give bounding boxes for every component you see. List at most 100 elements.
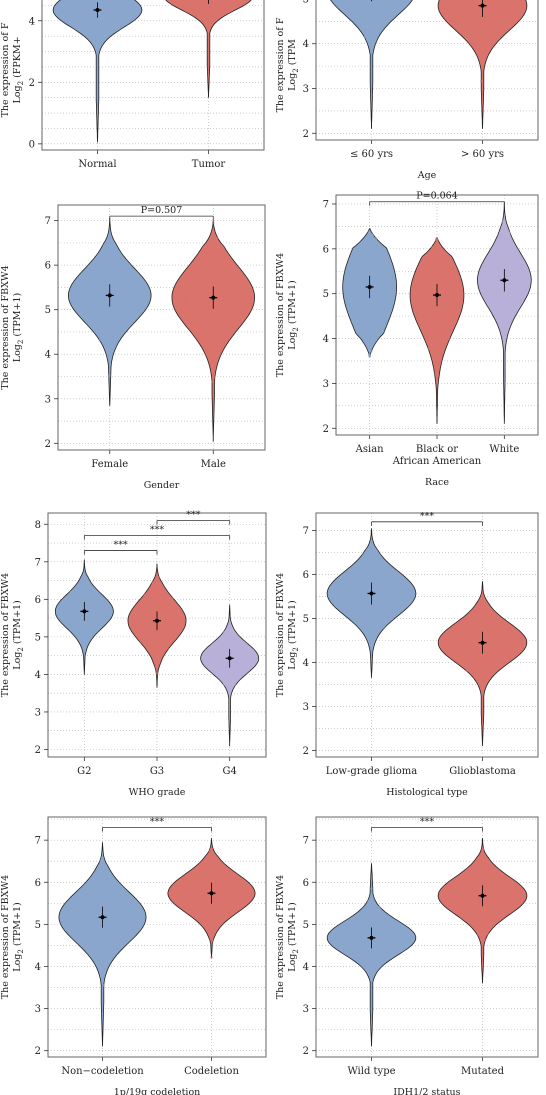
data-point xyxy=(223,308,227,312)
median-dot-0 xyxy=(369,935,374,940)
data-point xyxy=(94,942,98,946)
data-point xyxy=(94,622,98,625)
data-point xyxy=(205,927,209,930)
data-point xyxy=(119,4,123,8)
data-point xyxy=(126,912,130,916)
data-point xyxy=(363,316,367,319)
data-point xyxy=(90,605,94,609)
data-point xyxy=(138,609,142,613)
data-point xyxy=(229,636,233,640)
data-point xyxy=(72,618,76,622)
data-point xyxy=(73,601,77,605)
data-point xyxy=(157,603,161,606)
data-point xyxy=(146,599,150,602)
data-point xyxy=(98,12,102,15)
data-point xyxy=(76,615,79,618)
data-point xyxy=(355,595,359,598)
y-tick-label: 4 xyxy=(35,962,41,973)
data-point xyxy=(477,899,480,903)
data-point xyxy=(446,255,450,259)
data-point xyxy=(463,646,467,649)
data-point xyxy=(352,930,356,933)
data-point xyxy=(166,602,170,606)
data-point xyxy=(438,246,442,249)
data-point xyxy=(206,653,210,657)
data-point xyxy=(380,928,384,931)
data-point xyxy=(195,265,198,269)
data-point xyxy=(403,594,407,598)
data-point xyxy=(380,923,384,927)
data-point xyxy=(123,900,127,903)
data-point xyxy=(133,921,137,925)
data-point xyxy=(110,299,114,303)
x-tick-label: G2 xyxy=(77,766,91,777)
data-point xyxy=(505,911,508,915)
data-point xyxy=(228,630,232,634)
data-point xyxy=(431,290,434,293)
data-point xyxy=(490,864,493,868)
data-point xyxy=(154,645,158,648)
plot-frame xyxy=(315,0,539,141)
data-point xyxy=(88,307,91,311)
data-point xyxy=(245,658,249,661)
data-point xyxy=(245,281,248,285)
data-point xyxy=(335,942,338,946)
significance-label: *** xyxy=(420,817,435,828)
data-point xyxy=(472,908,476,912)
data-point xyxy=(379,247,383,251)
data-point xyxy=(426,305,430,309)
significance-label: *** xyxy=(420,511,435,522)
data-point xyxy=(103,603,107,606)
median-dot-0 xyxy=(100,915,105,920)
data-point xyxy=(172,604,176,608)
data-point xyxy=(487,626,491,630)
median-dot-1 xyxy=(435,293,439,298)
data-point xyxy=(102,265,106,268)
data-point xyxy=(486,932,489,936)
data-point xyxy=(459,620,463,624)
data-point xyxy=(133,310,137,314)
data-point xyxy=(99,859,103,863)
y-axis-label: The expression of FBXW4 xyxy=(275,253,286,377)
data-point xyxy=(191,0,194,1)
data-point xyxy=(385,571,389,575)
data-point xyxy=(110,903,114,907)
data-point xyxy=(520,276,523,280)
data-point xyxy=(451,282,455,285)
data-point xyxy=(157,575,160,579)
data-point xyxy=(488,920,492,923)
data-point xyxy=(180,6,184,9)
data-point xyxy=(117,0,121,4)
data-point xyxy=(366,948,369,952)
data-point xyxy=(438,256,442,260)
data-point xyxy=(469,868,473,872)
data-point xyxy=(213,238,216,242)
data-point xyxy=(94,591,98,594)
data-point xyxy=(373,580,377,583)
data-point xyxy=(170,628,174,632)
y-tick-label: 4 xyxy=(323,334,329,345)
plot-frame xyxy=(315,512,539,758)
data-point xyxy=(337,930,341,934)
data-point xyxy=(153,654,157,658)
data-point xyxy=(476,913,479,916)
data-point xyxy=(183,289,187,293)
data-point xyxy=(119,919,123,923)
violin-1 xyxy=(171,220,256,442)
data-point xyxy=(396,601,400,605)
data-point xyxy=(76,634,79,638)
data-point xyxy=(101,252,104,256)
data-point xyxy=(223,266,227,270)
data-point xyxy=(504,229,507,233)
data-point xyxy=(112,921,116,925)
data-point xyxy=(112,247,116,250)
y-tick-label: 4 xyxy=(303,658,309,669)
data-point xyxy=(87,16,91,20)
y-tick-label: 2 xyxy=(303,1046,309,1057)
data-point xyxy=(397,941,401,944)
data-point xyxy=(98,866,102,870)
x-axis-label: Race xyxy=(425,477,449,488)
data-point xyxy=(465,632,469,636)
data-point xyxy=(458,288,462,292)
data-point xyxy=(482,881,486,885)
